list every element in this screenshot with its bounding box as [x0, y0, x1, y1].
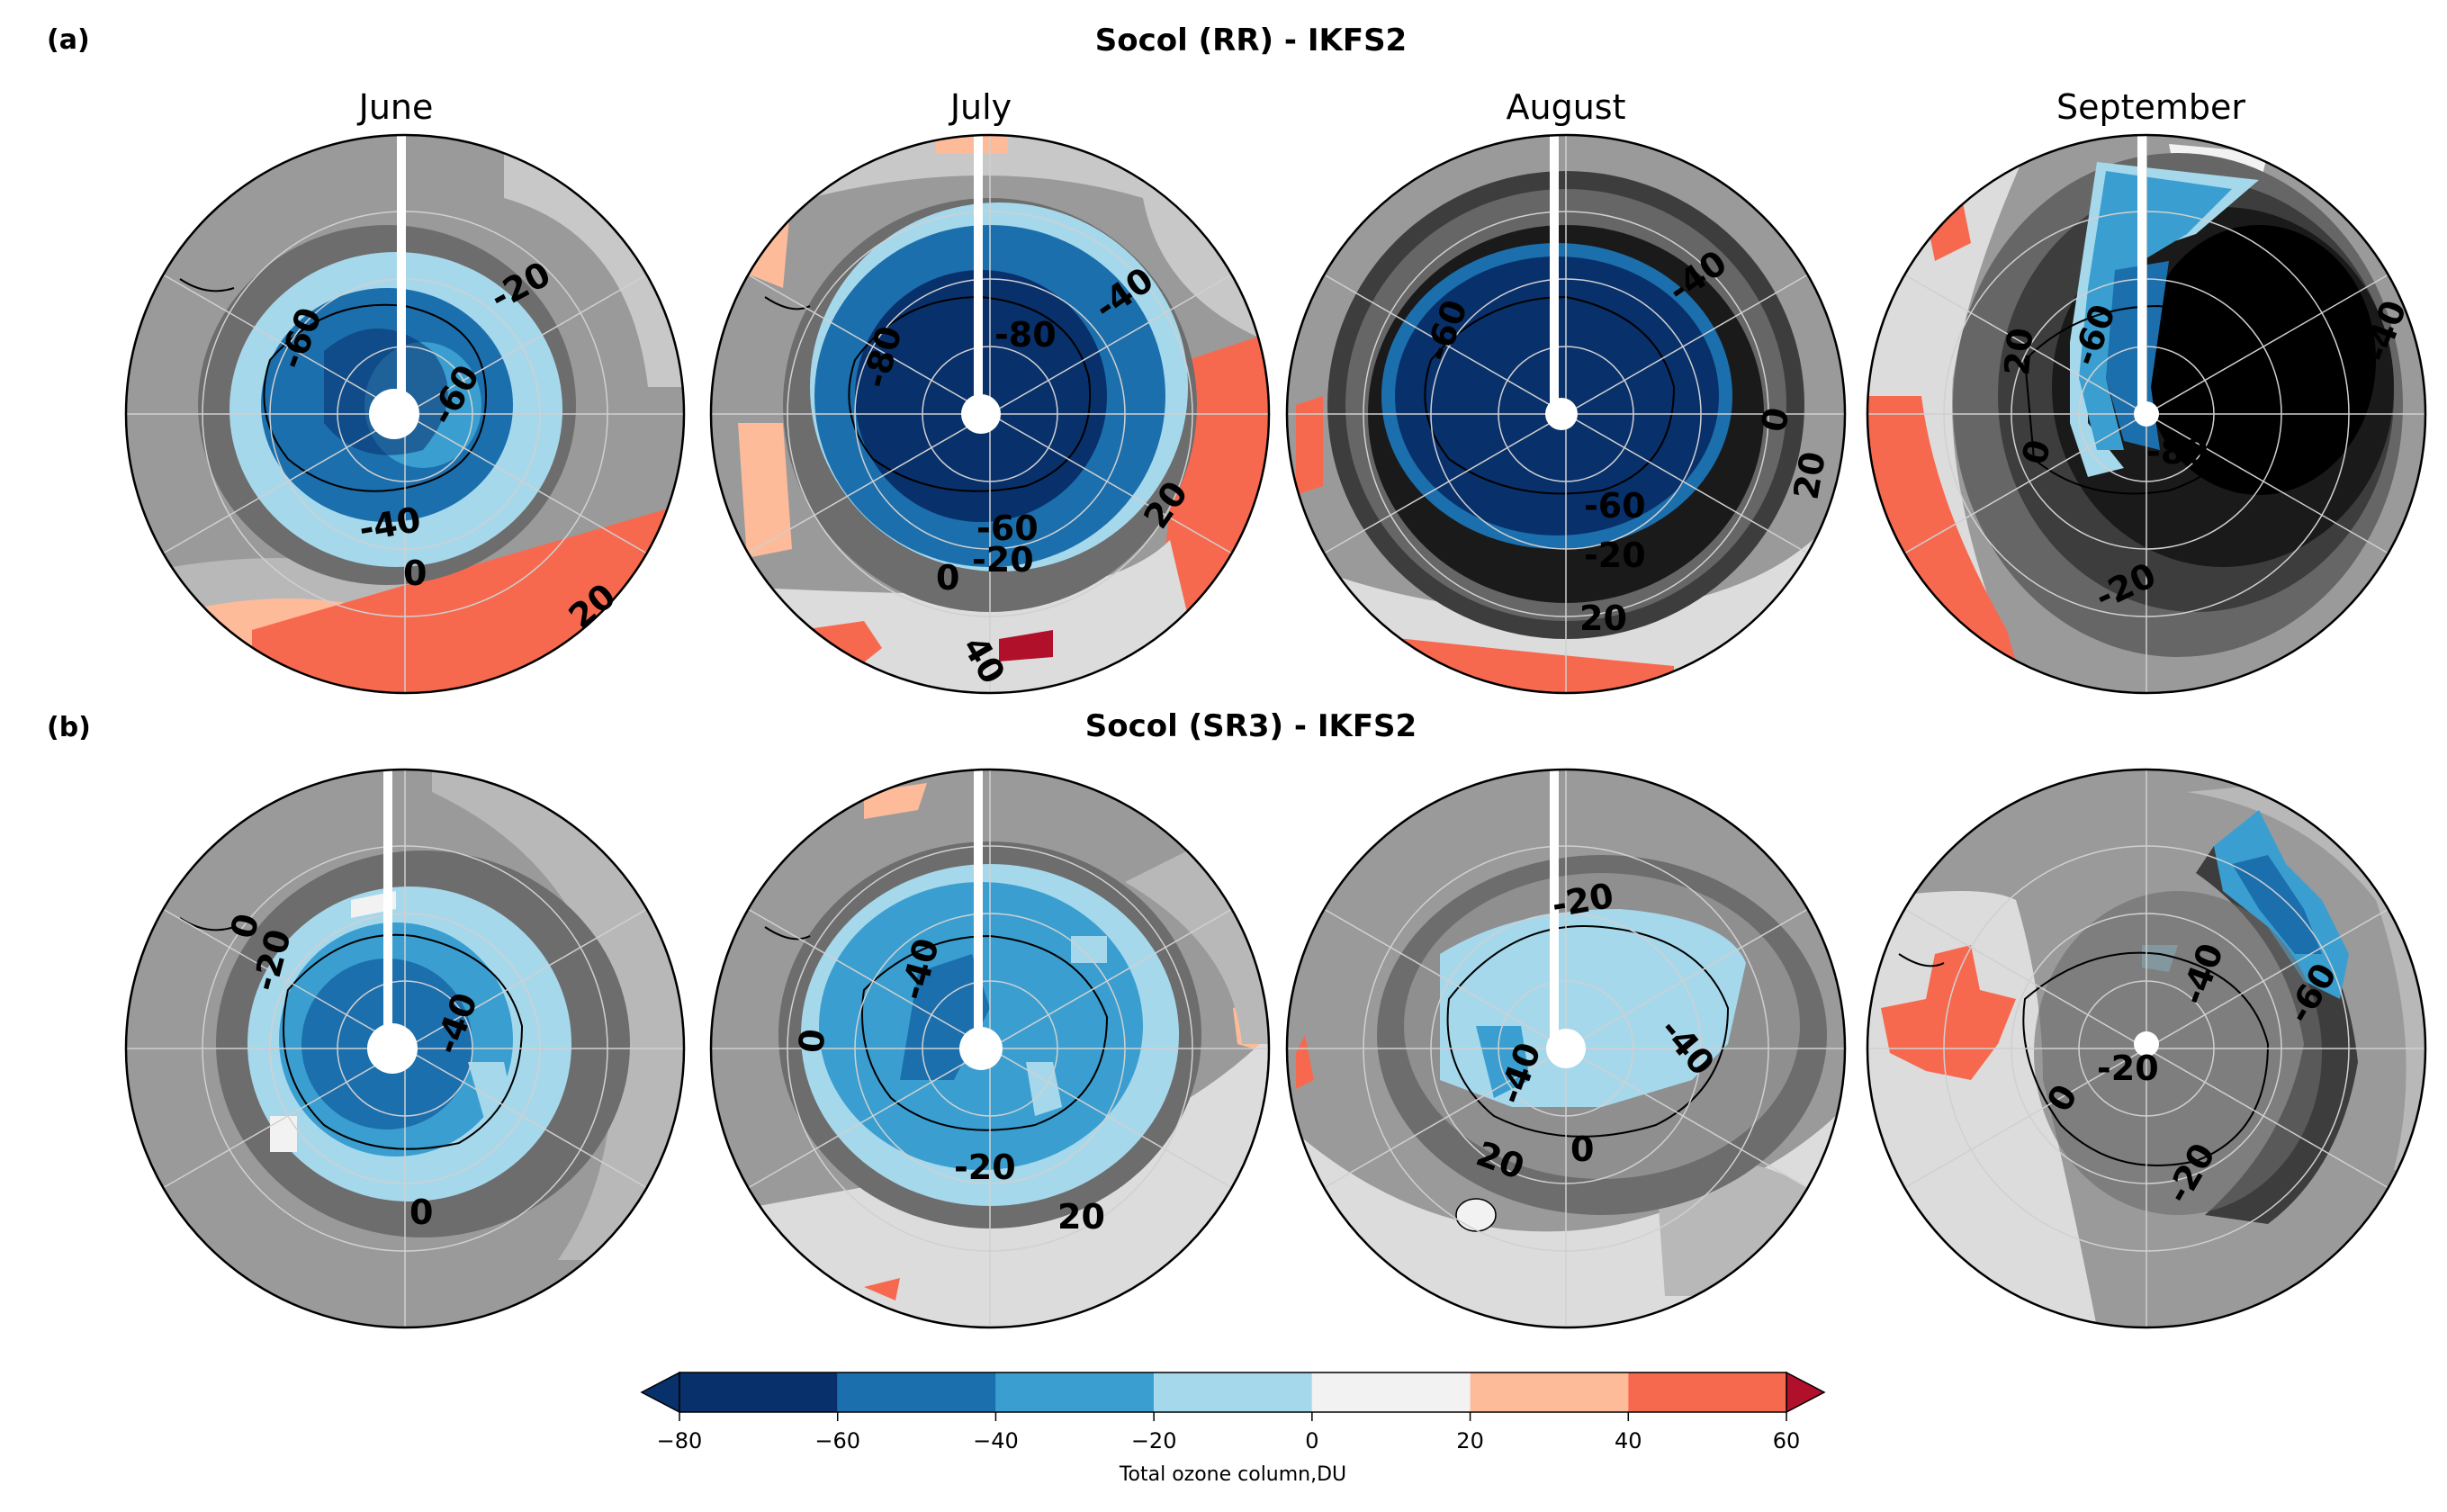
contour-label: 0 — [1570, 1130, 1594, 1169]
contour-label: -20 — [972, 540, 1034, 580]
colorbar-tick-label: 60 — [1773, 1428, 1801, 1454]
colorbar-tick-label: −80 — [657, 1428, 703, 1454]
colorbar-tick-label: −20 — [1131, 1428, 1177, 1454]
contour-label: 0 — [936, 558, 959, 598]
panel-b-title: Socol (SR3) - IKFS2 — [1085, 708, 1417, 744]
map-a2-august: -40 -60 -60 0 20 -20 20 — [1285, 133, 1847, 695]
panel-b-label: (b) — [47, 712, 91, 743]
colorbar-segment — [1628, 1372, 1786, 1412]
colorbar-tick-label: 0 — [1305, 1428, 1318, 1454]
contour-label: 0 — [791, 1027, 832, 1054]
contour-label: 0 — [409, 1192, 433, 1232]
panel-a-label: (a) — [47, 24, 90, 56]
map-a2-month: August — [1507, 87, 1626, 127]
colorbar-extend-high — [1786, 1371, 1826, 1414]
colorbar: −80 −60 −40 −20 0 20 40 60 Total ozone column,D… — [640, 1371, 1826, 1486]
colorbar-segment — [837, 1372, 996, 1412]
map-b1-july: -40 0 -20 20 — [709, 768, 1271, 1329]
colorbar-segment — [1470, 1372, 1629, 1412]
map-a1-month: July — [949, 87, 1012, 127]
map-a0-month: June — [357, 87, 434, 127]
contour-label: -80 — [994, 315, 1057, 355]
contour-label: -80 — [2146, 432, 2209, 472]
colorbar-tick-label: 20 — [1456, 1428, 1484, 1454]
colorbar-frame — [679, 1372, 1787, 1413]
colorbar-segment — [679, 1372, 838, 1412]
colorbar-tick-label: −40 — [973, 1428, 1019, 1454]
colorbar-segment — [1311, 1372, 1471, 1412]
colorbar-segment — [995, 1372, 1155, 1412]
map-a3-month: September — [2056, 87, 2245, 127]
contour-label: -60 — [1584, 486, 1646, 526]
contour-label: 20 — [1997, 327, 2040, 378]
contour-label: -20 — [2097, 1048, 2159, 1088]
contour-label: 20 — [1786, 448, 1834, 502]
colorbar-tick-label: 40 — [1615, 1428, 1642, 1454]
map-a0-june: -20 -60 -60 -40 0 20 — [124, 133, 686, 695]
panel-a-title: Socol (RR) - IKFS2 — [1095, 22, 1407, 58]
contour-label: 20 — [1057, 1197, 1105, 1237]
colorbar-label: Total ozone column,DU — [1119, 1463, 1346, 1486]
contour-label: 0 — [403, 554, 427, 593]
contour-label: -60 — [976, 508, 1039, 548]
contour-label: 20 — [1579, 598, 1627, 638]
map-a1-july: -40 -80 -80 -60 0 -20 20 40 — [709, 133, 1271, 695]
contour-label: -20 — [954, 1148, 1016, 1187]
colorbar-extend-low — [640, 1371, 680, 1414]
map-b0-june: 0 -20 -40 0 — [124, 768, 686, 1329]
colorbar-segment — [1154, 1372, 1312, 1412]
map-b2-august: -20 -40 -40 20 0 — [1285, 768, 1847, 1329]
colorbar-tick-label: −60 — [814, 1428, 860, 1454]
map-b3-september: -40 -60 0 -20 -20 — [1866, 768, 2427, 1329]
contour-label: -20 — [1584, 536, 1646, 575]
map-a3-september: -40 -60 20 0 -80 -20 — [1866, 133, 2427, 695]
